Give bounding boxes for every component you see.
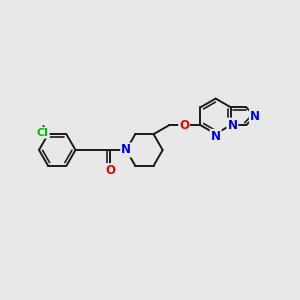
Text: N: N [121,143,131,157]
Text: O: O [105,164,115,177]
Text: O: O [179,118,189,132]
Text: N: N [250,110,260,123]
Text: N: N [211,130,220,143]
Text: N: N [227,118,237,132]
Text: Cl: Cl [37,128,49,138]
